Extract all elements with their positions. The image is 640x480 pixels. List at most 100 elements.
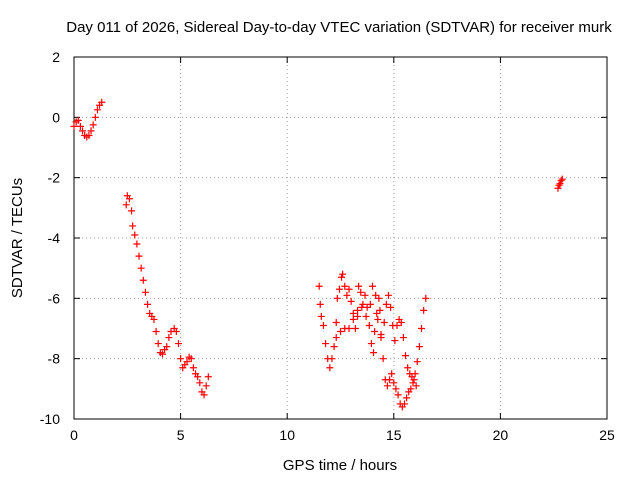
data-point [383, 382, 391, 390]
data-point [388, 370, 396, 378]
data-point [387, 303, 395, 311]
data-point [204, 373, 212, 381]
y-tick-label: -4 [48, 230, 61, 246]
data-point [418, 325, 426, 332]
data-point [183, 358, 191, 366]
data-point [74, 116, 82, 124]
data-point [196, 379, 204, 387]
data-point [187, 355, 195, 363]
data-point [135, 252, 143, 260]
data-point [404, 364, 412, 372]
data-point [122, 201, 130, 209]
x-tick-label: 15 [386, 427, 402, 443]
data-point [379, 355, 387, 363]
data-point [557, 177, 565, 185]
data-point [372, 291, 380, 299]
y-tick-label: -10 [40, 411, 60, 427]
data-point [422, 294, 430, 302]
data-point [420, 306, 428, 314]
data-point [131, 231, 139, 239]
grid-lines [74, 57, 607, 419]
data-point [125, 195, 133, 203]
data-point [358, 303, 366, 311]
data-point [349, 309, 357, 317]
data-points [70, 98, 566, 411]
data-point [133, 240, 141, 248]
data-point [359, 300, 367, 308]
data-point [315, 282, 323, 290]
x-tick-labels: 0 5 10 15 20 25 [70, 427, 615, 443]
data-point [413, 358, 421, 366]
data-point [382, 300, 390, 308]
data-point [93, 106, 101, 114]
data-point [380, 318, 388, 326]
data-point [128, 207, 136, 215]
data-point [141, 288, 149, 296]
data-point [390, 379, 398, 387]
data-point [76, 122, 84, 130]
data-point [129, 222, 137, 230]
data-point [373, 309, 381, 317]
data-point [337, 328, 344, 336]
data-point [392, 385, 400, 393]
data-point [556, 180, 564, 188]
data-point [399, 334, 407, 342]
data-point [330, 343, 338, 351]
data-point [322, 340, 330, 348]
y-axis-label: SDTVAR / TECUs [9, 178, 26, 298]
data-point [85, 131, 93, 139]
data-point [332, 334, 340, 342]
y-tick-label: 0 [52, 109, 60, 125]
data-point [555, 181, 563, 189]
data-point [347, 297, 355, 305]
data-point [354, 306, 362, 314]
data-point [172, 328, 180, 336]
y-tick-labels: -10 -8 -6 -4 -2 0 2 [40, 49, 60, 427]
data-point [333, 294, 341, 302]
data-point [558, 175, 566, 183]
data-point [377, 334, 385, 342]
data-point [163, 343, 171, 351]
data-point [338, 273, 346, 281]
data-point [158, 350, 166, 358]
data-point [319, 321, 327, 329]
data-point [326, 364, 334, 372]
data-point [402, 352, 410, 360]
data-point [89, 121, 97, 129]
data-point [87, 127, 95, 135]
x-tick-label: 5 [177, 427, 185, 443]
data-point [139, 276, 147, 284]
data-point [407, 385, 415, 393]
data-point [400, 400, 408, 408]
data-point [152, 328, 160, 336]
data-point [397, 318, 405, 326]
data-point [393, 321, 401, 329]
data-point [343, 291, 351, 299]
data-point [332, 318, 340, 326]
data-point [328, 355, 336, 363]
data-point [374, 315, 382, 323]
data-point [375, 294, 383, 302]
data-point [339, 270, 347, 278]
y-tick-label: -6 [48, 290, 61, 306]
data-point [386, 376, 394, 384]
data-point [165, 334, 173, 342]
data-point [341, 282, 349, 290]
data-point [70, 122, 78, 130]
data-point [391, 337, 399, 345]
data-point [412, 382, 420, 390]
x-axis-label: GPS time / hours [283, 457, 397, 474]
x-tick-label: 10 [279, 427, 295, 443]
data-point [355, 282, 363, 290]
data-point [91, 113, 99, 121]
y-tick-label: 2 [52, 49, 60, 65]
data-point [357, 288, 365, 296]
data-point [394, 391, 402, 399]
data-point [174, 340, 182, 348]
data-point [365, 321, 373, 329]
data-point [410, 376, 418, 384]
data-point [403, 394, 411, 402]
data-point [200, 391, 208, 399]
